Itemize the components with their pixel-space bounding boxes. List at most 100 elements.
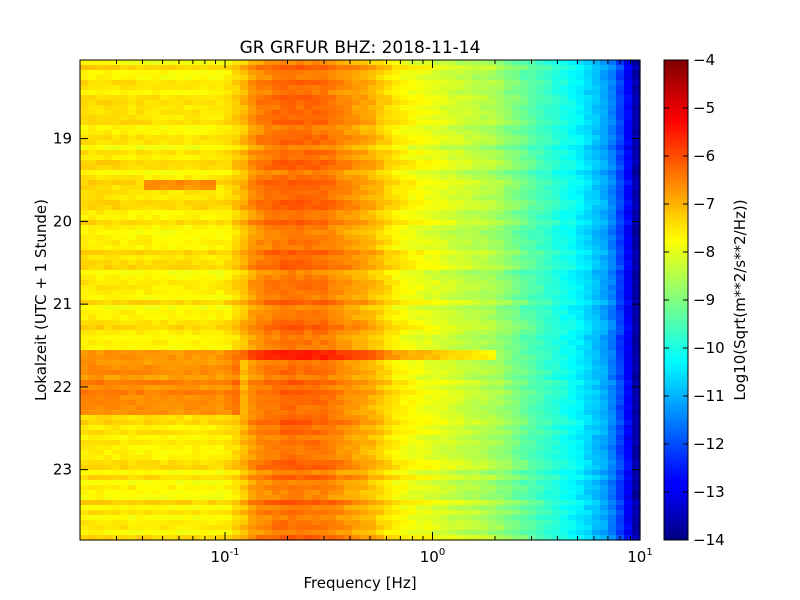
heatmap-cell — [200, 205, 209, 211]
heatmap-cell — [184, 395, 193, 401]
heatmap-cell — [248, 245, 257, 251]
heatmap-cell — [168, 130, 177, 136]
heatmap-cell — [520, 225, 529, 231]
heatmap-cell — [536, 120, 545, 126]
heatmap-cell — [416, 345, 425, 351]
heatmap-cell — [440, 345, 449, 351]
heatmap-cell — [104, 355, 113, 361]
heatmap-cell — [632, 110, 641, 116]
heatmap-cell — [104, 215, 113, 221]
heatmap-cell — [360, 280, 369, 286]
heatmap-cell — [208, 180, 217, 186]
heatmap-cell — [232, 185, 241, 191]
heatmap-cell — [600, 215, 609, 221]
heatmap-cell — [256, 275, 265, 281]
heatmap-cell — [392, 115, 401, 121]
heatmap-cell — [480, 185, 489, 191]
heatmap-cell — [312, 375, 321, 381]
heatmap-cell — [440, 290, 449, 296]
heatmap-cell — [88, 135, 97, 141]
heatmap-cell — [472, 70, 481, 76]
heatmap-cell — [328, 135, 337, 141]
heatmap-cell — [560, 250, 569, 256]
heatmap-cell — [544, 165, 553, 171]
heatmap-cell — [272, 340, 281, 346]
heatmap-cell — [256, 85, 265, 91]
heatmap-cell — [80, 155, 89, 161]
heatmap-cell — [616, 205, 625, 211]
heatmap-cell — [344, 135, 353, 141]
heatmap-cell — [368, 265, 377, 271]
heatmap-cell — [136, 290, 145, 296]
heatmap-cell — [160, 185, 169, 191]
heatmap-cell — [88, 285, 97, 291]
heatmap-cell — [344, 265, 353, 271]
heatmap-cell — [224, 350, 233, 356]
heatmap-cell — [336, 280, 345, 286]
heatmap-cell — [256, 65, 265, 71]
heatmap-cell — [464, 270, 473, 276]
heatmap-cell — [240, 95, 249, 101]
heatmap-cell — [528, 235, 537, 241]
heatmap-cell — [128, 120, 137, 126]
heatmap-cell — [416, 315, 425, 321]
heatmap-cell — [488, 390, 497, 396]
heatmap-cell — [400, 160, 409, 166]
heatmap-cell — [328, 230, 337, 236]
heatmap-cell — [264, 235, 273, 241]
heatmap-cell — [400, 175, 409, 181]
heatmap-cell — [512, 85, 521, 91]
heatmap-cell — [288, 290, 297, 296]
heatmap-cell — [320, 185, 329, 191]
heatmap-cell — [296, 385, 305, 391]
heatmap-cell — [320, 230, 329, 236]
heatmap-cell — [152, 150, 161, 156]
heatmap-cell — [352, 95, 361, 101]
heatmap-cell — [120, 160, 129, 166]
heatmap-cell — [120, 195, 129, 201]
heatmap-cell — [312, 300, 321, 306]
heatmap-cell — [152, 190, 161, 196]
heatmap-cell — [272, 95, 281, 101]
heatmap-cell — [176, 375, 185, 381]
heatmap-cell — [336, 120, 345, 126]
heatmap-cell — [304, 315, 313, 321]
heatmap-cell — [240, 325, 249, 331]
heatmap-cell — [360, 300, 369, 306]
heatmap-cell — [96, 400, 105, 406]
heatmap-cell — [256, 325, 265, 331]
heatmap-cell — [368, 275, 377, 281]
heatmap-cell — [464, 395, 473, 401]
heatmap-cell — [568, 185, 577, 191]
heatmap-cell — [392, 90, 401, 96]
heatmap-cell — [424, 245, 433, 251]
heatmap-cell — [528, 405, 537, 411]
heatmap-cell — [536, 125, 545, 131]
heatmap-cell — [584, 355, 593, 361]
heatmap-cell — [320, 180, 329, 186]
heatmap-cell — [456, 355, 465, 361]
heatmap-cell — [352, 360, 361, 366]
heatmap-cell — [200, 150, 209, 156]
heatmap-cell — [472, 340, 481, 346]
heatmap-cell — [608, 335, 617, 341]
heatmap-cell — [608, 285, 617, 291]
heatmap-cell — [288, 235, 297, 241]
heatmap-cell — [568, 210, 577, 216]
heatmap-cell — [184, 380, 193, 386]
heatmap-cell — [528, 200, 537, 206]
heatmap-cell — [184, 115, 193, 121]
heatmap-cell — [376, 160, 385, 166]
heatmap-cell — [224, 190, 233, 196]
heatmap-cell — [536, 310, 545, 316]
heatmap-cell — [288, 295, 297, 301]
heatmap-cell — [512, 400, 521, 406]
heatmap-cell — [480, 320, 489, 326]
heatmap-cell — [104, 105, 113, 111]
heatmap-cell — [624, 115, 633, 121]
heatmap-cell — [336, 100, 345, 106]
heatmap-cell — [272, 280, 281, 286]
heatmap-cell — [584, 330, 593, 336]
heatmap-cell — [240, 405, 249, 411]
heatmap-cell — [552, 155, 561, 161]
